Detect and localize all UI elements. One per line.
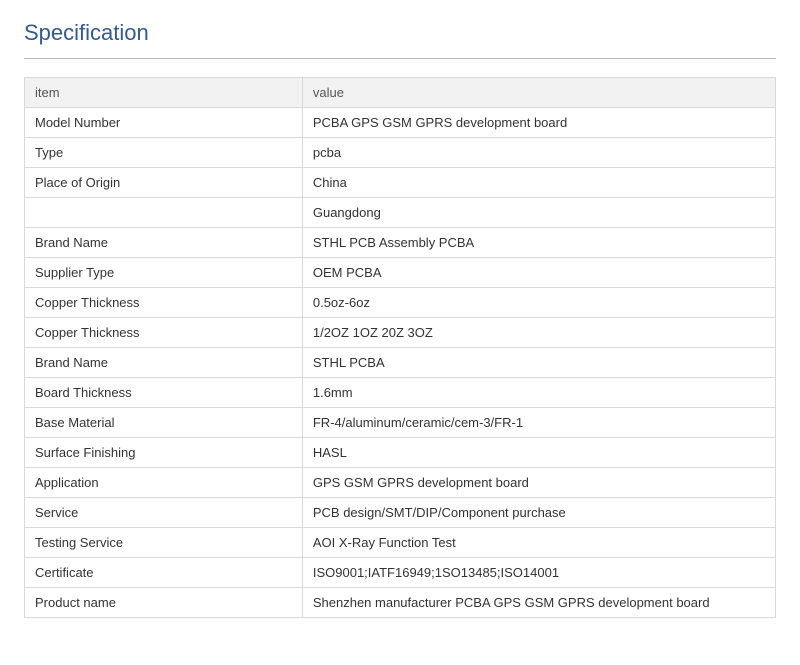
section-title: Specification — [24, 20, 776, 46]
cell-value: China — [302, 168, 775, 198]
table-row: CertificateISO9001;IATF16949;1SO13485;IS… — [25, 558, 776, 588]
cell-value: STHL PCB Assembly PCBA — [302, 228, 775, 258]
cell-item: Surface Finishing — [25, 438, 303, 468]
cell-value: ISO9001;IATF16949;1SO13485;ISO14001 — [302, 558, 775, 588]
cell-value: 1/2OZ 1OZ 20Z 3OZ — [302, 318, 775, 348]
table-row: Surface FinishingHASL — [25, 438, 776, 468]
cell-value: Guangdong — [302, 198, 775, 228]
cell-value: Shenzhen manufacturer PCBA GPS GSM GPRS … — [302, 588, 775, 618]
cell-value: 1.6mm — [302, 378, 775, 408]
cell-value: STHL PCBA — [302, 348, 775, 378]
table-row: Testing ServiceAOI X-Ray Function Test — [25, 528, 776, 558]
cell-item: Brand Name — [25, 348, 303, 378]
cell-value: HASL — [302, 438, 775, 468]
cell-value: PCBA GPS GSM GPRS development board — [302, 108, 775, 138]
table-header-row: item value — [25, 78, 776, 108]
table-row: Board Thickness1.6mm — [25, 378, 776, 408]
cell-item: Product name — [25, 588, 303, 618]
cell-item: Testing Service — [25, 528, 303, 558]
table-row: ApplicationGPS GSM GPRS development boar… — [25, 468, 776, 498]
cell-item: Copper Thickness — [25, 288, 303, 318]
cell-value: 0.5oz-6oz — [302, 288, 775, 318]
table-body: Model NumberPCBA GPS GSM GPRS developmen… — [25, 108, 776, 618]
cell-item: Place of Origin — [25, 168, 303, 198]
table-row: Typepcba — [25, 138, 776, 168]
cell-item: Certificate — [25, 558, 303, 588]
table-row: Copper Thickness1/2OZ 1OZ 20Z 3OZ — [25, 318, 776, 348]
cell-item: Brand Name — [25, 228, 303, 258]
table-row: Copper Thickness0.5oz-6oz — [25, 288, 776, 318]
table-row: Brand NameSTHL PCBA — [25, 348, 776, 378]
table-row: Place of OriginChina — [25, 168, 776, 198]
cell-item: Supplier Type — [25, 258, 303, 288]
table-row: Product nameShenzhen manufacturer PCBA G… — [25, 588, 776, 618]
cell-value: OEM PCBA — [302, 258, 775, 288]
cell-item: Model Number — [25, 108, 303, 138]
cell-item: Board Thickness — [25, 378, 303, 408]
column-header-item: item — [25, 78, 303, 108]
cell-item — [25, 198, 303, 228]
cell-item: Type — [25, 138, 303, 168]
table-row: Brand NameSTHL PCB Assembly PCBA — [25, 228, 776, 258]
cell-value: pcba — [302, 138, 775, 168]
cell-item: Service — [25, 498, 303, 528]
table-row: Supplier TypeOEM PCBA — [25, 258, 776, 288]
title-underline — [24, 58, 776, 59]
table-row: ServicePCB design/SMT/DIP/Component purc… — [25, 498, 776, 528]
specification-table: item value Model NumberPCBA GPS GSM GPRS… — [24, 77, 776, 618]
cell-value: AOI X-Ray Function Test — [302, 528, 775, 558]
cell-value: FR-4/aluminum/ceramic/cem-3/FR-1 — [302, 408, 775, 438]
table-row: Guangdong — [25, 198, 776, 228]
table-row: Base MaterialFR-4/aluminum/ceramic/cem-3… — [25, 408, 776, 438]
cell-item: Copper Thickness — [25, 318, 303, 348]
cell-value: GPS GSM GPRS development board — [302, 468, 775, 498]
table-row: Model NumberPCBA GPS GSM GPRS developmen… — [25, 108, 776, 138]
column-header-value: value — [302, 78, 775, 108]
cell-value: PCB design/SMT/DIP/Component purchase — [302, 498, 775, 528]
cell-item: Application — [25, 468, 303, 498]
cell-item: Base Material — [25, 408, 303, 438]
